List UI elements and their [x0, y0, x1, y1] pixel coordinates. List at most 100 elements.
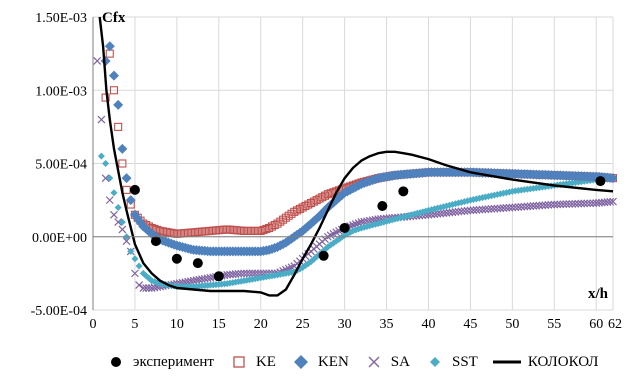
- data-point: [242, 269, 251, 278]
- data-point: [267, 222, 276, 231]
- data-point: [466, 206, 475, 215]
- x-tick-label: 10: [170, 317, 184, 332]
- data-point: [553, 200, 562, 209]
- data-point: [538, 201, 547, 210]
- data-point: [240, 269, 248, 278]
- data-point: [571, 199, 580, 208]
- data-point: [121, 173, 132, 184]
- data-point: [496, 204, 505, 213]
- data-point: [139, 284, 148, 292]
- x-axis-label: x/h: [588, 286, 609, 302]
- data-point: [318, 250, 329, 261]
- data-point: [256, 226, 265, 235]
- data-point: [298, 203, 307, 212]
- data-point: [114, 122, 123, 131]
- data-point: [122, 237, 131, 246]
- data-point: [520, 202, 529, 211]
- data-point: [493, 204, 502, 213]
- series-эксперимент: [129, 176, 606, 282]
- data-point: [398, 186, 409, 197]
- data-point: [580, 199, 589, 208]
- data-point: [318, 193, 327, 202]
- line-icon: [492, 354, 522, 370]
- legend: эксперимент KE KEN SA SST КОЛОКОЛ: [105, 350, 598, 374]
- series-КОЛОКОЛ: [98, 16, 614, 297]
- data-point: [326, 189, 335, 198]
- series-line: [98, 16, 614, 297]
- data-point: [290, 207, 299, 216]
- data-point: [312, 196, 321, 205]
- data-point: [339, 222, 350, 233]
- data-point: [565, 200, 574, 208]
- data-point: [568, 199, 577, 208]
- data-point: [478, 205, 487, 214]
- x-tick-label: 25: [296, 317, 310, 332]
- data-point: [122, 185, 131, 194]
- data-point: [529, 202, 538, 210]
- legend-label: эксперимент: [133, 353, 214, 370]
- data-point: [608, 173, 617, 184]
- data-point: [505, 203, 514, 212]
- data-point: [101, 174, 110, 183]
- legend-item-ken: KEN: [290, 354, 349, 371]
- x-tick-label: 15: [212, 317, 226, 332]
- data-point: [114, 218, 123, 227]
- data-point: [541, 201, 550, 210]
- data-point: [114, 203, 122, 211]
- data-point: [135, 262, 143, 270]
- data-point: [118, 159, 127, 168]
- data-point: [102, 160, 110, 167]
- data-point: [323, 190, 332, 199]
- data-point: [377, 200, 388, 211]
- legend-item-experiment: эксперимент: [105, 354, 214, 371]
- data-point: [595, 176, 606, 187]
- data-point: [113, 99, 124, 110]
- data-point: [574, 199, 583, 208]
- data-point: [192, 258, 203, 269]
- data-point: [106, 174, 114, 182]
- x-tick-label: 45: [463, 317, 477, 332]
- legend-item-kolokol: КОЛОКОЛ: [492, 354, 598, 371]
- legend-label: SA: [390, 353, 410, 370]
- data-point: [315, 194, 324, 203]
- data-point: [472, 206, 481, 214]
- data-point: [490, 204, 499, 213]
- data-point: [511, 203, 520, 212]
- data-point: [577, 199, 586, 208]
- data-point: [469, 206, 478, 215]
- data-point: [301, 201, 310, 211]
- x-tick-label: 0: [90, 317, 97, 332]
- data-point: [259, 225, 268, 234]
- data-point: [101, 93, 110, 102]
- x-tick-label: 30: [338, 317, 352, 332]
- data-point: [481, 205, 490, 214]
- data-point: [262, 224, 271, 233]
- axes: 0 5 10 15 20 25 30 35 40 45 50 55 60 62 -5.00E-04 0.00E…: [31, 11, 622, 332]
- data-point: [142, 284, 151, 292]
- data-point: [550, 200, 559, 209]
- data-point: [583, 199, 592, 208]
- y-tick-label: 5.00E-04: [35, 158, 87, 173]
- legend-item-sa: SA: [363, 354, 410, 371]
- series-layer: [93, 16, 617, 297]
- legend-label: KE: [255, 353, 276, 370]
- legend-label: SST: [451, 353, 478, 370]
- x-tick-label: 20: [254, 317, 268, 332]
- y-tick-label: 1.50E-03: [35, 11, 87, 26]
- filled-diamond-icon: [290, 354, 312, 370]
- data-point: [508, 203, 517, 212]
- data-point: [487, 204, 496, 213]
- data-point: [606, 197, 615, 206]
- data-point: [293, 206, 302, 215]
- data-point: [131, 269, 139, 278]
- y-tick-label: 1.00E-03: [35, 84, 87, 99]
- data-point: [609, 197, 617, 206]
- data-point: [213, 271, 224, 282]
- data-point: [499, 204, 508, 213]
- x-tick-label: 60: [589, 317, 603, 332]
- data-point: [559, 200, 568, 209]
- data-point: [171, 253, 182, 264]
- plot-area: [93, 16, 617, 297]
- data-point: [484, 205, 493, 214]
- cross-icon: [363, 354, 385, 370]
